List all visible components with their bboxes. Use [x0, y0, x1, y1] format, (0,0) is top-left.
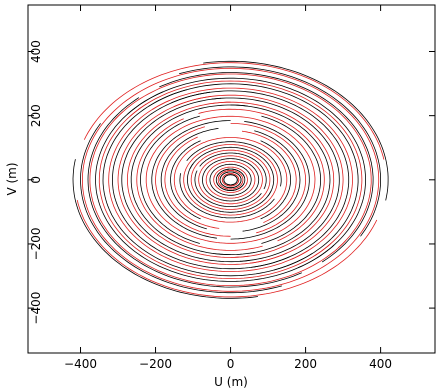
uv-track-s0-a6: [187, 163, 272, 213]
axis-ticks: −400 −200 0 200 400 −400 −200 0 200 400: [28, 5, 435, 371]
uv-track-s1-a8-mirror: [164, 136, 220, 229]
uv-track-s1-a16-mirror: [89, 111, 347, 286]
uv-track-s0-a19-mirror: [203, 60, 389, 201]
uv-track-s0-a9: [160, 128, 219, 230]
uv-track-s0-a11: [140, 115, 200, 244]
x-tick-label: 200: [294, 357, 317, 371]
uv-track-s1-a17: [101, 67, 380, 236]
uv-track-s1-a1-mirror: [218, 170, 244, 190]
uv-track-s1-a9: [230, 123, 306, 234]
x-tick-label: 400: [369, 357, 392, 371]
uv-track-s0-a2-mirror: [216, 168, 246, 191]
uv-track-s1-a4-mirror: [198, 171, 261, 205]
uv-track-s0-a7-mirror: [186, 141, 282, 187]
uv-track-s0-a14-mirror: [171, 90, 350, 268]
uv-track-s0-a3-mirror: [212, 163, 252, 188]
uv-track-s1-a6-mirror: [183, 161, 272, 216]
uv-track-s0-a17: [87, 97, 302, 288]
uv-track-s1-a18: [83, 62, 385, 160]
uv-track-s0-a10-mirror: [230, 121, 310, 240]
uv-track-s1-a17-mirror: [82, 123, 360, 292]
uv-track-s1-a0-mirror: [221, 173, 240, 187]
uv-track-s1-a2-mirror: [213, 175, 248, 193]
uv-track-s1-a12-mirror: [126, 101, 249, 258]
uv-track-s0-a14: [111, 91, 290, 270]
uv-track-s1-a2: [213, 166, 248, 185]
uv-track-s1-a3: [209, 161, 256, 190]
uv-track-s1-a8: [241, 130, 297, 223]
uv-track-s1-a11: [198, 108, 325, 242]
uv-track-s0-a6-mirror: [189, 146, 275, 197]
uv-track-s0-a17-mirror: [159, 72, 374, 263]
uv-track-s1-a10: [215, 115, 316, 243]
uv-track-s1-a5: [191, 149, 271, 185]
y-tick-label: 200: [29, 104, 43, 127]
uv-track-s0-a18-mirror: [179, 66, 381, 237]
uv-track-s0-a0-mirror: [223, 174, 238, 186]
uv-track-s1-a18-mirror: [76, 200, 378, 298]
uv-track-s1-a15-mirror: [98, 103, 332, 280]
uv-track-s1-a5-mirror: [190, 174, 270, 210]
uv-track-s1-a16: [115, 73, 372, 249]
uv-track-s1-a13: [174, 94, 344, 264]
uv-track-s0-a4-mirror: [208, 158, 260, 194]
uv-track-s1-a15: [129, 80, 363, 256]
uv-track-s0-a8-mirror: [260, 140, 291, 220]
x-tick-label: −200: [139, 357, 172, 371]
uv-track-s0-a5: [194, 170, 262, 207]
uv-track-s0-a5-mirror: [199, 152, 267, 190]
uv-track-s0-a4: [202, 165, 253, 202]
uv-track-s0-a15: [102, 89, 313, 277]
uv-track-s0-a12-mirror: [213, 104, 331, 255]
uv-track-s1-a7: [173, 137, 287, 188]
plot-frame: [27, 4, 436, 354]
uv-track-s1-a14-mirror: [108, 100, 310, 272]
y-tick-label: −400: [29, 292, 43, 325]
uv-track-s0-a12: [130, 104, 248, 255]
uv-track-s1-a14: [151, 87, 353, 260]
uv-track-s0-a15-mirror: [148, 83, 359, 271]
uv-track-s0-a11-mirror: [261, 115, 321, 244]
uv-track-s0-a8: [170, 140, 201, 220]
uv-track-s1-a7-mirror: [174, 172, 288, 223]
y-tick-label: 400: [29, 40, 43, 63]
plot-area: [72, 60, 389, 299]
uv-track-s0-a9-mirror: [242, 130, 301, 232]
uv-track-s0-a16: [95, 91, 335, 282]
uv-track-s1-a10-mirror: [145, 116, 246, 244]
uv-track-s1-a6: [189, 144, 278, 198]
uv-track-s0-a7: [179, 173, 275, 219]
uv-track-s1-a11-mirror: [136, 118, 263, 251]
uv-track-s0-a18: [80, 123, 282, 294]
uv-track-s0-a16-mirror: [126, 77, 366, 269]
uv-track-s1-a12: [212, 101, 335, 258]
uv-track-s0-a3: [209, 171, 249, 196]
uv-track-s1-a4: [200, 155, 263, 189]
y-tick-label: 0: [29, 176, 43, 184]
uv-track-s1-a3-mirror: [205, 170, 253, 199]
uv-track-s0-a13: [121, 97, 250, 263]
x-tick-label: 0: [227, 357, 235, 371]
y-tick-label: −200: [29, 227, 43, 260]
uv-track-s0-a1-mirror: [219, 171, 242, 189]
x-tick-label: −400: [64, 357, 97, 371]
uv-track-s0-a19: [72, 159, 258, 299]
y-axis-label: V (m): [5, 162, 19, 195]
uv-track-s1-a13-mirror: [117, 96, 287, 265]
uv-track-s0-a10: [151, 120, 231, 239]
x-axis-label: U (m): [214, 375, 248, 389]
uv-track-s0-a13-mirror: [211, 97, 340, 262]
uv-track-s1-a9-mirror: [155, 126, 231, 237]
